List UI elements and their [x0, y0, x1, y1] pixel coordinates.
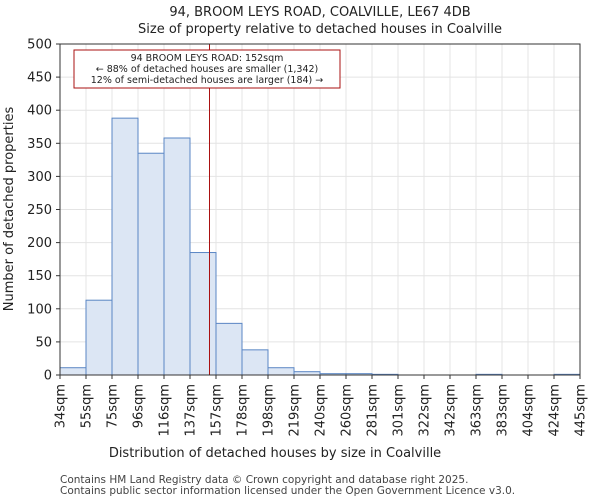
- bar: [189, 252, 217, 376]
- y-tick-label: 300: [27, 170, 52, 185]
- x-tick-label: 116sqm: [158, 384, 173, 437]
- y-tick-label: 500: [27, 38, 52, 53]
- x-tick-label: 157sqm: [210, 384, 225, 437]
- marker-annotation: 94 BROOM LEYS ROAD: 152sqm ← 88% of deta…: [73, 49, 341, 89]
- x-tick-label: 178sqm: [236, 384, 251, 437]
- x-tick-label: 363sqm: [470, 384, 485, 437]
- x-tick-label: 137sqm: [184, 384, 199, 437]
- bar: [267, 367, 295, 376]
- y-tick-label: 250: [27, 203, 52, 218]
- chart-title: 94, BROOM LEYS ROAD, COALVILLE, LE67 4DB: [169, 5, 470, 20]
- x-tick-label: 198sqm: [262, 384, 277, 437]
- x-axis-label: Distribution of detached houses by size …: [109, 446, 441, 461]
- x-tick-label: 445sqm: [574, 384, 589, 437]
- x-tick-label: 96sqm: [132, 384, 147, 428]
- y-tick-label: 450: [27, 71, 52, 86]
- y-tick-label: 350: [27, 137, 52, 152]
- y-tick-label: 0: [44, 369, 52, 384]
- x-tick-label: 260sqm: [340, 384, 355, 437]
- annotation-line-2: ← 88% of detached houses are smaller (1,…: [96, 64, 319, 75]
- y-tick-label: 50: [35, 335, 52, 350]
- x-tick-label: 75sqm: [106, 384, 121, 428]
- chart-subtitle: Size of property relative to detached ho…: [138, 22, 502, 37]
- x-tick-label: 342sqm: [444, 384, 459, 437]
- x-tick-label: 383sqm: [496, 384, 511, 437]
- y-tick-label: 150: [27, 269, 52, 284]
- x-tick-labels: 34sqm 55sqm 75sqm 96sqm 116sqm 137sqm 157sqm 17…: [54, 375, 589, 437]
- x-tick-label: 55sqm: [80, 384, 95, 428]
- bar: [241, 349, 269, 376]
- x-tick-label: 322sqm: [418, 384, 433, 437]
- annotation-line-1: 94 BROOM LEYS ROAD: 152sqm: [131, 53, 284, 64]
- annotation-box: [73, 49, 341, 89]
- annotation-line-3: 12% of semi-detached houses are larger (…: [91, 75, 324, 86]
- y-tick-labels: 0 50 100 150 200 250 300 350 400 450 500: [27, 38, 60, 384]
- y-tick-label: 200: [27, 236, 52, 251]
- x-tick-label: 34sqm: [54, 384, 69, 428]
- bar: [85, 299, 113, 376]
- x-tick-label: 219sqm: [288, 384, 303, 437]
- bar: [59, 367, 87, 376]
- x-tick-label: 281sqm: [366, 384, 381, 437]
- bar: [111, 117, 139, 376]
- footer-line-2: Contains public sector information licen…: [60, 485, 515, 497]
- bar: [163, 137, 191, 376]
- y-tick-label: 400: [27, 104, 52, 119]
- x-tick-label: 404sqm: [522, 384, 537, 437]
- bar: [137, 152, 165, 376]
- y-tick-label: 100: [27, 302, 52, 317]
- bar: [215, 322, 243, 376]
- footer-line-1: Contains HM Land Registry data © Crown c…: [60, 474, 468, 486]
- x-tick-label: 301sqm: [392, 384, 407, 437]
- x-tick-label: 424sqm: [548, 384, 563, 437]
- y-axis-label: Number of detached properties: [2, 107, 17, 312]
- x-tick-label: 240sqm: [314, 384, 329, 437]
- bars: [59, 117, 581, 376]
